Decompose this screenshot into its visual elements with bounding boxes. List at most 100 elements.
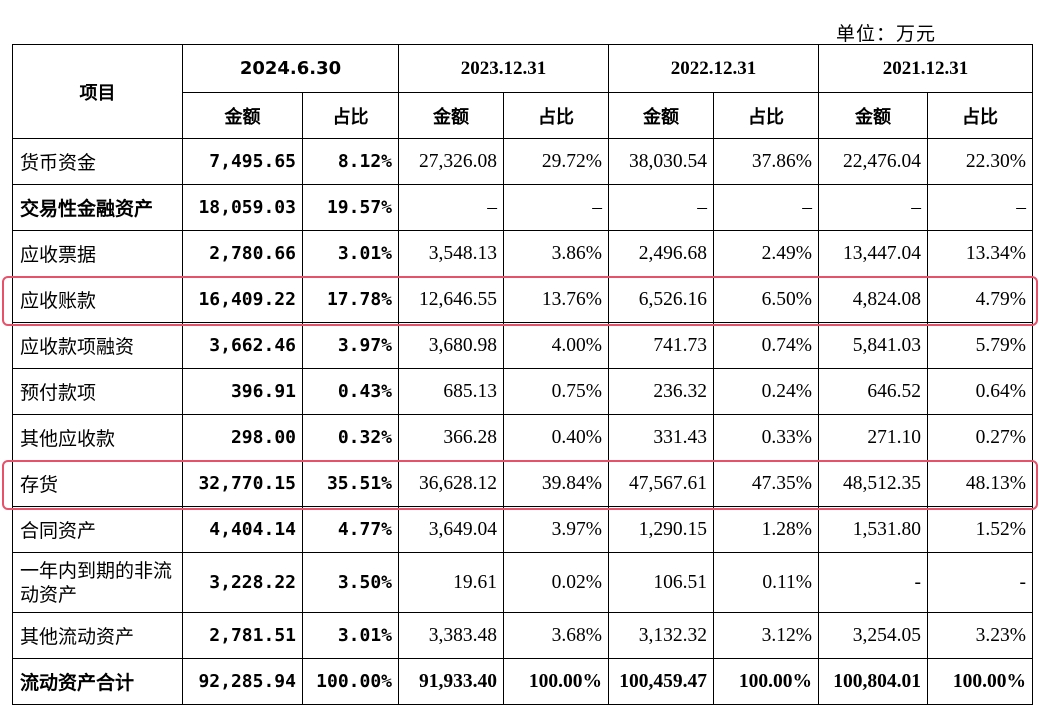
ratio-cell: 100.00%: [302, 658, 399, 705]
header-ratio: 占比: [302, 92, 399, 139]
row-label: 其他流动资产: [12, 612, 183, 659]
ratio-cell: 0.02%: [503, 552, 609, 613]
ratio-cell: –: [503, 184, 609, 231]
ratio-cell: 0.32%: [302, 414, 399, 461]
ratio-cell: 2.49%: [713, 230, 819, 277]
amount-cell: 48,512.35: [818, 460, 928, 507]
table-row: 货币资金 7,495.65 8.12% 27,326.08 29.72% 38,030.5…: [12, 138, 1033, 185]
amount-cell: 4,404.14: [182, 506, 303, 553]
table-row: 应收票据 2,780.66 3.01% 3,548.13 3.86% 2,496.68 2.…: [12, 230, 1033, 277]
amount-cell: 18,059.03: [182, 184, 303, 231]
amount-cell: 3,132.32: [608, 612, 714, 659]
amount-cell: 298.00: [182, 414, 303, 461]
ratio-cell: 0.74%: [713, 322, 819, 369]
header-row-periods: 项目 2024.6.30 2023.12.31 2022.12.31 2021.…: [12, 44, 1033, 139]
table-row: 存货 32,770.15 35.51% 36,628.12 39.84% 47,567.6…: [12, 460, 1033, 507]
table-row: 流动资产合计 92,285.94 100.00% 91,933.40 100.00% 10…: [12, 658, 1033, 705]
amount-cell: 2,780.66: [182, 230, 303, 277]
ratio-cell: 39.84%: [503, 460, 609, 507]
amount-cell: 13,447.04: [818, 230, 928, 277]
row-label: 货币资金: [12, 138, 183, 185]
ratio-cell: 3.50%: [302, 552, 399, 613]
ratio-cell: 3.97%: [503, 506, 609, 553]
amount-cell: 92,285.94: [182, 658, 303, 705]
amount-cell: 91,933.40: [398, 658, 504, 705]
ratio-cell: 3.01%: [302, 612, 399, 659]
ratio-cell: 0.24%: [713, 368, 819, 415]
ratio-cell: 47.35%: [713, 460, 819, 507]
ratio-cell: 48.13%: [927, 460, 1033, 507]
table-row: 合同资产 4,404.14 4.77% 3,649.04 3.97% 1,290.15 1.…: [12, 506, 1033, 553]
amount-cell: –: [608, 184, 714, 231]
ratio-cell: 19.57%: [302, 184, 399, 231]
amount-cell: 646.52: [818, 368, 928, 415]
row-label: 交易性金融资产: [12, 184, 183, 231]
row-label: 一年内到期的非流动资产: [12, 552, 183, 613]
header-amount: 金额: [398, 92, 504, 139]
amount-cell: 5,841.03: [818, 322, 928, 369]
ratio-cell: 4.77%: [302, 506, 399, 553]
ratio-cell: 1.28%: [713, 506, 819, 553]
amount-cell: 685.13: [398, 368, 504, 415]
header-ratio: 占比: [713, 92, 819, 139]
amount-cell: 6,526.16: [608, 276, 714, 323]
amount-cell: 2,496.68: [608, 230, 714, 277]
amount-cell: 3,383.48: [398, 612, 504, 659]
amount-cell: 2,781.51: [182, 612, 303, 659]
ratio-cell: 4.00%: [503, 322, 609, 369]
ratio-cell: 5.79%: [927, 322, 1033, 369]
header-period-2022: 2022.12.31: [608, 44, 819, 93]
ratio-cell: 1.52%: [927, 506, 1033, 553]
row-label: 应收账款: [12, 276, 183, 323]
ratio-cell: 3.01%: [302, 230, 399, 277]
amount-cell: -: [818, 552, 928, 613]
row-label: 应收款项融资: [12, 322, 183, 369]
amount-cell: 741.73: [608, 322, 714, 369]
amount-cell: –: [398, 184, 504, 231]
ratio-cell: 0.11%: [713, 552, 819, 613]
ratio-cell: 100.00%: [927, 658, 1033, 705]
ratio-cell: 6.50%: [713, 276, 819, 323]
amount-cell: 12,646.55: [398, 276, 504, 323]
row-label: 存货: [12, 460, 183, 507]
header-period-2023: 2023.12.31: [398, 44, 609, 93]
table-row: 应收款项融资 3,662.46 3.97% 3,680.98 4.00% 741.73 0.…: [12, 322, 1033, 369]
header-amount: 金额: [182, 92, 303, 139]
ratio-cell: 4.79%: [927, 276, 1033, 323]
amount-cell: 19.61: [398, 552, 504, 613]
amount-cell: 1,531.80: [818, 506, 928, 553]
ratio-cell: 13.76%: [503, 276, 609, 323]
header-amount: 金额: [608, 92, 714, 139]
header-amount: 金额: [818, 92, 928, 139]
ratio-cell: 0.64%: [927, 368, 1033, 415]
ratio-cell: 100.00%: [713, 658, 819, 705]
unit-label: 单位：万元: [836, 23, 937, 45]
amount-cell: 106.51: [608, 552, 714, 613]
amount-cell: 38,030.54: [608, 138, 714, 185]
table-row: 预付款项 396.91 0.43% 685.13 0.75% 236.32 0.24% 646…: [12, 368, 1033, 415]
ratio-cell: 3.23%: [927, 612, 1033, 659]
ratio-cell: –: [713, 184, 819, 231]
ratio-cell: –: [927, 184, 1033, 231]
header-row-subcols: 金额 占比 金额 占比 金额 占比 金额 占比: [13, 92, 1033, 139]
table-row: 其他应收款 298.00 0.32% 366.28 0.40% 331.43 0.33% 27…: [12, 414, 1033, 461]
table-row: 应收账款 16,409.22 17.78% 12,646.55 13.76% 6,526.…: [12, 276, 1033, 323]
ratio-cell: 0.40%: [503, 414, 609, 461]
amount-cell: 331.43: [608, 414, 714, 461]
ratio-cell: 13.34%: [927, 230, 1033, 277]
header-ratio: 占比: [503, 92, 609, 139]
row-label: 预付款项: [12, 368, 183, 415]
header-ratio: 占比: [927, 92, 1033, 139]
amount-cell: 36,628.12: [398, 460, 504, 507]
amount-cell: 3,228.22: [182, 552, 303, 613]
amount-cell: 16,409.22: [182, 276, 303, 323]
table-row: 交易性金融资产 18,059.03 19.57% – – – – – –: [12, 184, 1033, 231]
header-period-2024: 2024.6.30: [182, 44, 399, 93]
amount-cell: –: [818, 184, 928, 231]
ratio-cell: 29.72%: [503, 138, 609, 185]
amount-cell: 100,804.01: [818, 658, 928, 705]
header-item: 项目: [12, 44, 183, 139]
ratio-cell: 0.33%: [713, 414, 819, 461]
ratio-cell: 0.27%: [927, 414, 1033, 461]
row-label: 流动资产合计: [12, 658, 183, 705]
